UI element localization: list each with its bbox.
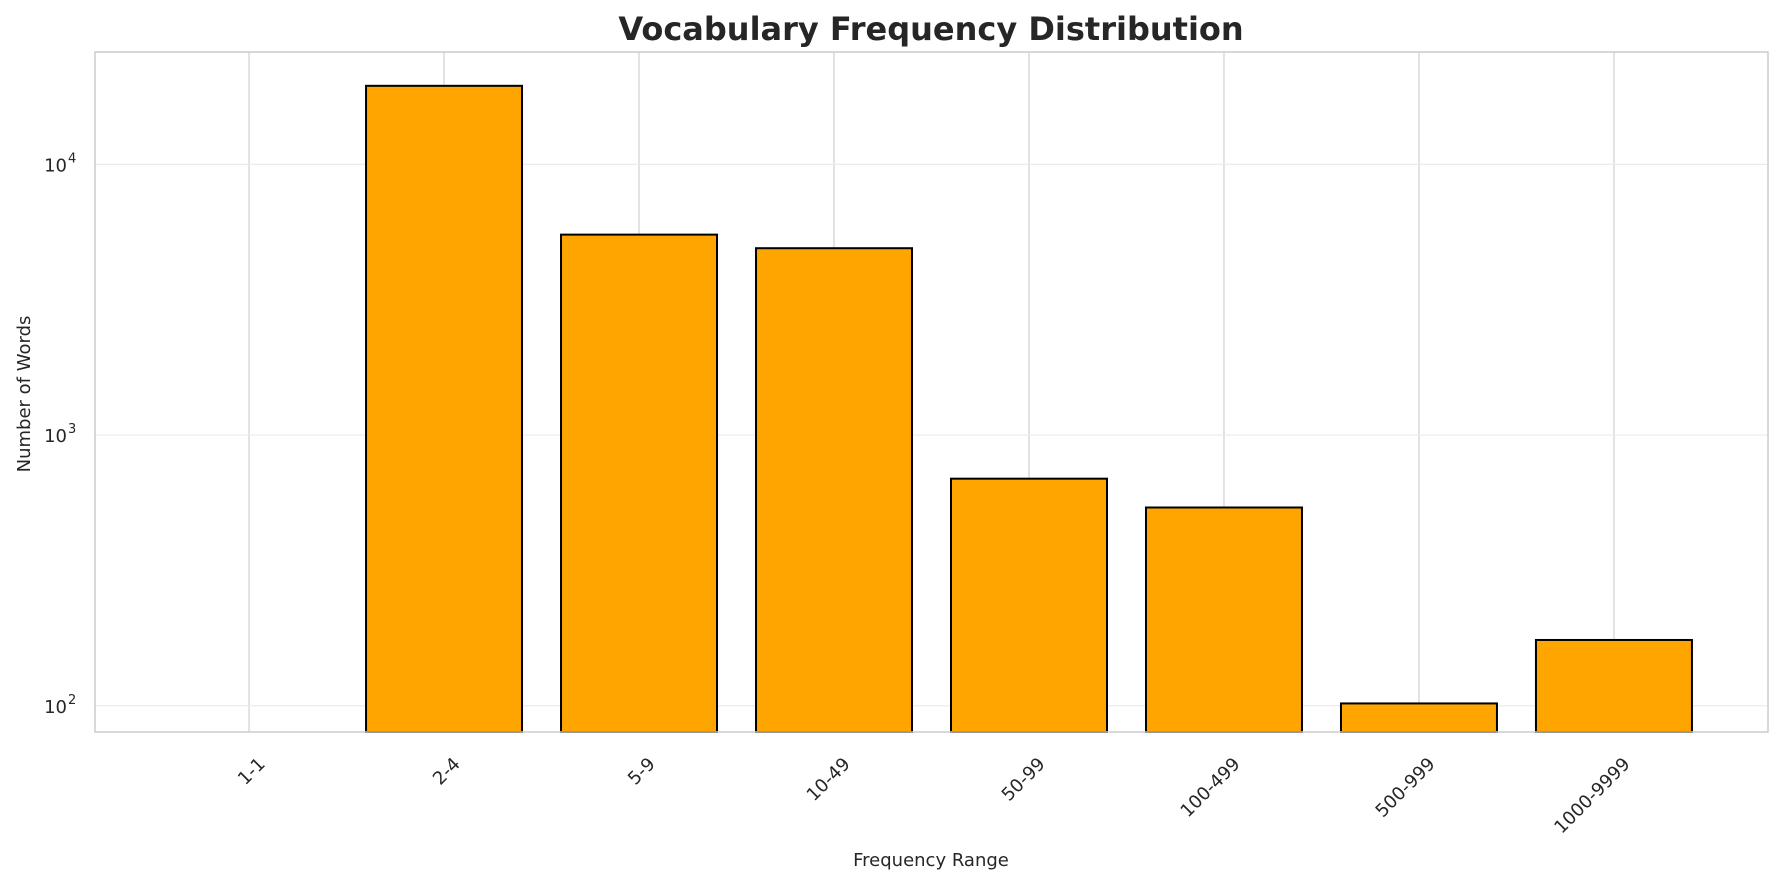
bar-10-49 xyxy=(755,247,914,733)
y-tick-label: 10 xyxy=(44,155,67,176)
y-tick-label: 10 xyxy=(44,697,67,718)
x-tick-label: 500-999 xyxy=(1372,754,1440,822)
bar-100-499 xyxy=(1144,506,1303,733)
x-tick-label: 5-9 xyxy=(624,754,660,790)
x-tick-label: 100-499 xyxy=(1177,754,1245,822)
y-axis-label: Number of Words xyxy=(14,316,35,473)
x-tick-layer: 1-1 2-4 5-9 10-49 50-99 100-499 500-999 1000-99… xyxy=(234,754,1635,838)
x-tick-label: 1000-9999 xyxy=(1550,754,1634,838)
x-tick-label: 1-1 xyxy=(234,754,270,790)
bar-50-99 xyxy=(949,477,1108,733)
x-tick-label: 50-99 xyxy=(998,754,1050,806)
y-tick-exponent: 4 xyxy=(68,151,76,166)
bar-1000-9999 xyxy=(1534,638,1693,733)
plot-frame xyxy=(94,51,1769,733)
y-tick-exponent: 2 xyxy=(68,693,76,708)
x-axis-label: Frequency Range xyxy=(853,850,1009,871)
bar-5-9 xyxy=(560,233,719,733)
x-tick-label: 10-49 xyxy=(803,754,855,806)
y-tick-label: 10 xyxy=(44,426,67,447)
bar-500-999 xyxy=(1339,702,1498,734)
y-tick-exponent: 3 xyxy=(68,422,76,437)
grid-layer xyxy=(95,52,1768,732)
bar-layer xyxy=(365,84,1693,734)
bar-2-4 xyxy=(365,84,524,733)
x-tick-label: 2-4 xyxy=(429,754,465,790)
chart-title: Vocabulary Frequency Distribution xyxy=(618,10,1243,48)
